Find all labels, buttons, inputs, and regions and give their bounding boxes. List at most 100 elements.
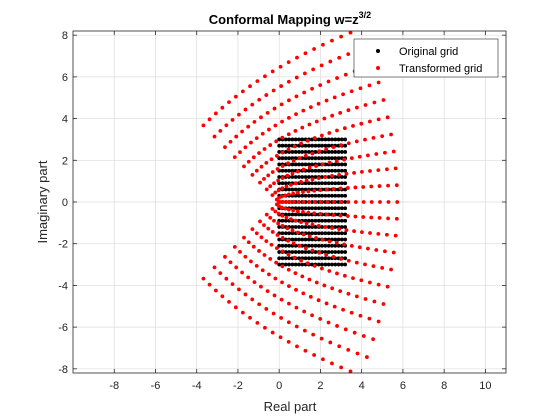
transformed-grid-point bbox=[295, 344, 299, 349]
transformed-grid-point bbox=[270, 193, 275, 198]
transformed-grid-point bbox=[301, 190, 305, 194]
transformed-grid-point bbox=[326, 320, 331, 325]
original-grid-point bbox=[326, 206, 331, 211]
original-grid-point bbox=[283, 256, 288, 261]
original-grid-point bbox=[323, 231, 328, 236]
transformed-grid-point bbox=[280, 150, 285, 155]
transformed-grid-point bbox=[300, 125, 305, 130]
transformed-grid-point bbox=[339, 200, 343, 204]
original-grid-point bbox=[316, 168, 321, 173]
original-grid-point bbox=[323, 256, 328, 261]
transformed-grid-point bbox=[301, 291, 306, 296]
original-grid-point bbox=[323, 218, 328, 223]
transformed-grid-point bbox=[292, 200, 296, 204]
original-grid-point bbox=[326, 143, 331, 148]
transformed-grid-point bbox=[318, 188, 323, 193]
transformed-grid-point bbox=[280, 119, 284, 124]
original-grid-point bbox=[277, 143, 282, 148]
transformed-grid-point bbox=[293, 181, 298, 186]
transformed-grid-point bbox=[280, 135, 285, 140]
transformed-grid-point bbox=[335, 271, 339, 276]
transformed-grid-point bbox=[332, 95, 337, 100]
original-grid-point bbox=[293, 193, 298, 198]
transformed-grid-point bbox=[355, 351, 360, 356]
original-grid-point bbox=[336, 262, 341, 267]
transformed-grid-point bbox=[262, 176, 266, 181]
original-grid-point bbox=[343, 225, 348, 229]
transformed-grid-point bbox=[307, 277, 312, 282]
transformed-grid-point bbox=[246, 159, 251, 164]
transformed-grid-point bbox=[303, 153, 308, 158]
transformed-grid-point bbox=[346, 141, 351, 146]
original-grid-point bbox=[316, 243, 321, 248]
transformed-grid-point bbox=[269, 157, 274, 162]
transformed-grid-point bbox=[312, 211, 317, 216]
transformed-grid-point bbox=[265, 289, 270, 294]
transformed-grid-point bbox=[276, 188, 281, 193]
original-grid-point bbox=[316, 256, 321, 261]
y-tick-label: 2 bbox=[62, 155, 68, 167]
original-grid-point bbox=[339, 168, 344, 173]
transformed-grid-point bbox=[296, 200, 301, 204]
transformed-grid-point bbox=[296, 169, 300, 174]
transformed-grid-point bbox=[314, 119, 319, 124]
original-grid-point bbox=[293, 225, 298, 229]
y-axis-ticks: -8 -6 -4 -2 0 2 4 6 8 bbox=[58, 30, 506, 376]
original-grid-point bbox=[280, 256, 285, 261]
transformed-grid-point bbox=[372, 299, 377, 304]
original-grid-point bbox=[303, 212, 308, 217]
chart-title-superscript: 3/2 bbox=[359, 10, 372, 20]
transformed-grid-point bbox=[254, 264, 259, 268]
transformed-grid-point bbox=[319, 63, 324, 68]
transformed-grid-point bbox=[257, 97, 262, 102]
original-grid-point bbox=[310, 237, 315, 242]
original-grid-point bbox=[343, 206, 348, 211]
original-grid-point bbox=[306, 256, 311, 261]
original-grid-point bbox=[339, 237, 344, 242]
transformed-grid-point bbox=[276, 211, 281, 216]
original-grid-point bbox=[320, 150, 324, 154]
transformed-grid-point bbox=[323, 175, 328, 179]
original-grid-point bbox=[343, 137, 348, 142]
transformed-grid-point bbox=[321, 42, 325, 47]
original-grid-point bbox=[306, 206, 311, 211]
transformed-grid-point bbox=[358, 313, 363, 318]
transformed-grid-point bbox=[339, 34, 344, 39]
original-grid-point bbox=[343, 143, 348, 148]
transformed-grid-point bbox=[212, 134, 217, 139]
original-grid-point bbox=[323, 237, 328, 242]
transformed-grid-point bbox=[306, 210, 311, 215]
original-grid-point bbox=[343, 168, 348, 173]
transformed-grid-point bbox=[385, 115, 390, 120]
transformed-grid-point bbox=[287, 200, 292, 204]
transformed-grid-point bbox=[265, 110, 270, 115]
transformed-grid-point bbox=[371, 264, 376, 269]
original-grid-point bbox=[316, 262, 321, 267]
transformed-grid-point bbox=[301, 232, 306, 237]
original-grid-point bbox=[320, 137, 324, 142]
original-grid-point bbox=[323, 193, 328, 198]
transformed-grid-point bbox=[332, 200, 336, 204]
transformed-grid-point bbox=[272, 218, 276, 223]
original-grid-point bbox=[283, 218, 288, 223]
x-axis-ticks: -8 -6 -4 -2 0 2 4 6 8 10 bbox=[109, 31, 492, 392]
transformed-grid-point bbox=[291, 191, 296, 196]
legend-marker-transformed bbox=[376, 66, 380, 70]
transformed-grid-point bbox=[274, 246, 279, 251]
x-tick-label: -4 bbox=[192, 380, 202, 392]
transformed-grid-point bbox=[296, 230, 300, 235]
transformed-grid-point bbox=[320, 133, 324, 138]
transformed-grid-point bbox=[342, 273, 347, 278]
transformed-grid-point bbox=[331, 213, 336, 217]
transformed-grid-point bbox=[331, 145, 336, 150]
transformed-grid-point bbox=[317, 149, 322, 154]
original-grid-point bbox=[306, 193, 311, 198]
original-grid-point bbox=[280, 218, 285, 223]
original-grid-point bbox=[330, 250, 334, 254]
original-grid-point bbox=[333, 168, 338, 173]
transformed-grid-point bbox=[307, 122, 312, 127]
transformed-grid-point bbox=[328, 340, 333, 345]
original-grid-point bbox=[320, 193, 324, 198]
transformed-grid-point bbox=[346, 200, 351, 204]
original-grid-point bbox=[326, 243, 331, 248]
